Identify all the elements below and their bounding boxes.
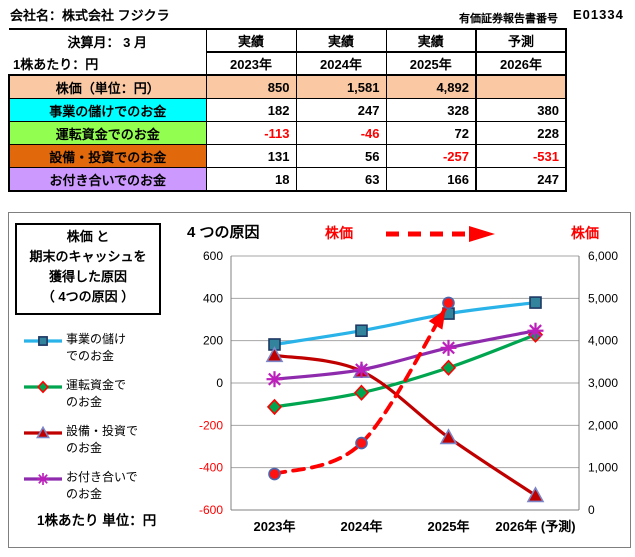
- row-label[interactable]: 株価（単位：円）: [8, 74, 207, 99]
- legend-label: 設備・投資で のお金: [66, 424, 139, 455]
- svg-text:6,000: 6,000: [588, 249, 618, 263]
- svg-text:400: 400: [203, 291, 223, 305]
- value-cell[interactable]: 850: [205, 74, 297, 99]
- side-caption-line: 獲得した原因: [48, 269, 127, 284]
- triangle-series-legend-icon: [24, 425, 62, 439]
- svg-text:0: 0: [216, 376, 223, 390]
- company-name: 会社名：株式会社 フジクラ: [10, 8, 170, 23]
- value-cell[interactable]: 182: [205, 98, 297, 122]
- value-cell[interactable]: 166: [385, 167, 477, 192]
- value-cell[interactable]: 63: [295, 167, 387, 192]
- table-header-row-type: 決算月： 3 月 実績 実績 実績 予測: [9, 28, 567, 53]
- svg-text:3,000: 3,000: [588, 376, 618, 390]
- side-caption-line: 株価 と: [66, 229, 110, 244]
- row-label[interactable]: 運転資金でのお金: [8, 121, 207, 145]
- header-cell-type[interactable]: 実績: [385, 28, 477, 53]
- value-cell[interactable]: 247: [475, 167, 567, 192]
- value-cell[interactable]: [475, 74, 567, 99]
- value-cell[interactable]: 131: [205, 144, 297, 168]
- value-cell[interactable]: 56: [295, 144, 387, 168]
- securities-report-number: E01334: [573, 7, 624, 22]
- svg-text:2026年 (予測): 2026年 (予測): [495, 519, 575, 534]
- stock-price-label-right: 株価: [571, 225, 599, 241]
- fiscal-month-label: 決算月： 3 月: [9, 28, 206, 52]
- legend-label: お付き合いで のお金: [66, 470, 138, 501]
- svg-text:5,000: 5,000: [588, 291, 618, 305]
- chart-side-caption: 株価 と期末のキャッシュを 獲得した原因 （ 4つの原因 ）: [15, 223, 161, 315]
- legend-item: 設備・投資で のお金: [23, 423, 183, 469]
- side-caption-line: 期末のキャッシュを: [29, 249, 147, 264]
- legend-item: 事業の儲け でのお金: [23, 331, 183, 377]
- header-cell-year[interactable]: 2024年: [295, 51, 387, 76]
- header-cell-year-forecast[interactable]: 2026年: [475, 51, 567, 76]
- legend-label: 運転資金で のお金: [66, 378, 127, 409]
- value-cell[interactable]: -113: [205, 121, 297, 145]
- svg-text:2025年: 2025年: [428, 519, 470, 534]
- value-cell[interactable]: 4,892: [385, 74, 477, 99]
- chart-title: 4 つの原因: [187, 224, 260, 241]
- stock-price-label-left: 株価: [325, 225, 353, 241]
- svg-text:600: 600: [203, 249, 223, 263]
- svg-text:4,000: 4,000: [588, 334, 618, 348]
- table-row: 設備・投資でのお金 131 56 -257 -531: [8, 144, 567, 168]
- header-cell-year[interactable]: 2025年: [385, 51, 477, 76]
- per-share-unit-note: 1株あたり 単位：円: [37, 513, 157, 528]
- value-cell[interactable]: 328: [385, 98, 477, 122]
- table-header-row-year: 1株あたり：円 2023年 2024年 2025年 2026年: [9, 51, 567, 76]
- table-row: お付き合いでのお金 18 63 166 247: [8, 167, 567, 192]
- svg-text:2023年: 2023年: [254, 519, 296, 534]
- table-row: 株価（単位：円） 850 1,581 4,892: [8, 74, 567, 99]
- legend-item: お付き合いで のお金: [23, 469, 183, 515]
- side-caption-line: （ 4つの原因 ）: [41, 289, 135, 304]
- svg-text:1,000: 1,000: [588, 461, 618, 475]
- square-series-legend-icon: [24, 336, 62, 346]
- svg-text:-600: -600: [199, 503, 223, 517]
- row-label[interactable]: お付き合いでのお金: [8, 167, 207, 192]
- header-cell-type[interactable]: 実績: [295, 28, 387, 53]
- svg-text:200: 200: [203, 334, 223, 348]
- legend-label: 事業の儲け でのお金: [66, 332, 127, 363]
- row-label[interactable]: 設備・投資でのお金: [8, 144, 207, 168]
- securities-report-label: 有価証券報告書番号: [459, 13, 558, 25]
- svg-text:-400: -400: [199, 461, 223, 475]
- value-cell[interactable]: 72: [385, 121, 477, 145]
- svg-text:2,000: 2,000: [588, 418, 618, 432]
- value-cell[interactable]: 247: [295, 98, 387, 122]
- svg-text:2024年: 2024年: [341, 519, 383, 534]
- table-row: 運転資金でのお金 -113 -46 72 228: [8, 121, 567, 145]
- value-cell[interactable]: -531: [475, 144, 567, 168]
- svg-text:0: 0: [588, 503, 595, 517]
- stock-price-trend-arrow-icon: [386, 226, 495, 242]
- value-cell[interactable]: 380: [475, 98, 567, 122]
- asterisk-series-legend-icon: [24, 473, 62, 485]
- value-cell[interactable]: 18: [205, 167, 297, 192]
- svg-text:-200: -200: [199, 418, 223, 432]
- financial-table: 決算月： 3 月 実績 実績 実績 予測 1株あたり：円 2023年 2024年…: [8, 28, 567, 192]
- value-cell[interactable]: 228: [475, 121, 567, 145]
- legend-item: 運転資金で のお金: [23, 377, 183, 423]
- cash-flow-line-chart: 600 400 200 0 -200 -400 -600 6,000 5,000 4,000 3,0…: [199, 249, 618, 534]
- diamond-series-legend-icon: [24, 380, 62, 394]
- header-cell-type-forecast[interactable]: 予測: [475, 28, 567, 53]
- header-cell-type[interactable]: 実績: [205, 28, 297, 53]
- per-share-label: 1株あたり：円: [9, 52, 206, 75]
- table-row: 事業の儲けでのお金 182 247 328 380: [8, 98, 567, 122]
- header-cell-year[interactable]: 2023年: [205, 51, 297, 76]
- row-label[interactable]: 事業の儲けでのお金: [8, 98, 207, 122]
- value-cell[interactable]: 1,581: [295, 74, 387, 99]
- value-cell[interactable]: -257: [385, 144, 477, 168]
- chart-legend: 事業の儲け でのお金 運転資金で のお金 設備・投資で のお金 お付き合いで のお金: [23, 331, 183, 515]
- value-cell[interactable]: -46: [295, 121, 387, 145]
- chart-panel: 株価 と期末のキャッシュを 獲得した原因 （ 4つの原因 ） 4 つの原因 株価 株…: [8, 212, 631, 548]
